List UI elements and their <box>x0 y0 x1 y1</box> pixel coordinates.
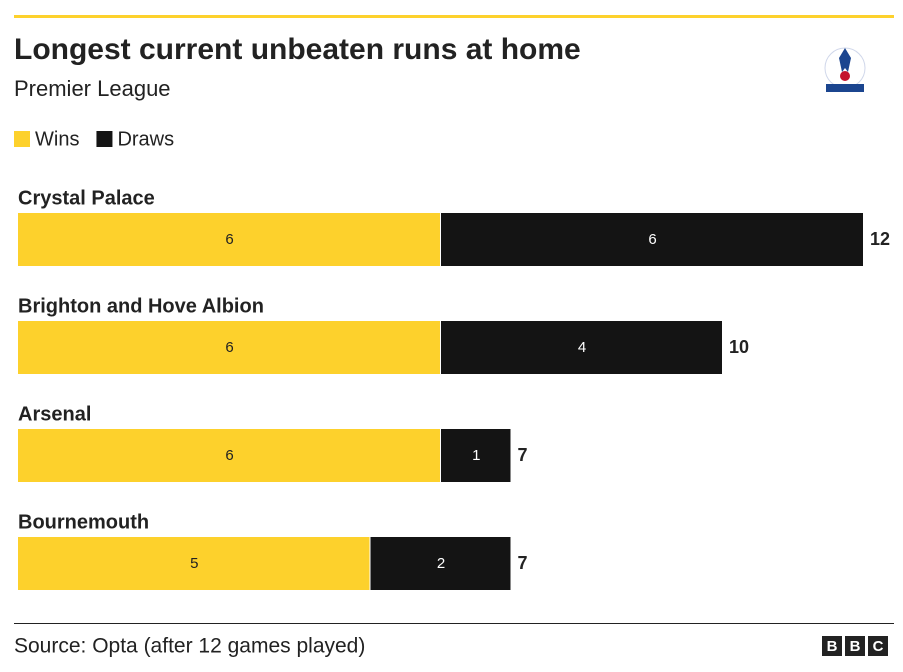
brand-letter: B <box>827 638 838 655</box>
bar-segment <box>18 429 440 482</box>
segment-label: 6 <box>648 231 656 248</box>
segment-label: 6 <box>225 339 233 356</box>
top-rule <box>14 15 894 18</box>
bar-segment <box>18 321 440 374</box>
brand-box <box>845 636 865 656</box>
brand-letter: B <box>850 638 861 655</box>
category-label: Brighton and Hove Albion <box>18 295 264 317</box>
bottom-rule <box>14 623 894 624</box>
source: Source: Opta (after 12 games played) <box>14 635 365 658</box>
brand-box <box>868 636 888 656</box>
legend-swatch <box>14 131 30 147</box>
chart-subtitle: Premier League <box>14 76 171 101</box>
bar-segment <box>18 213 440 266</box>
segment-label: 6 <box>225 447 233 464</box>
category-label: Bournemouth <box>18 511 149 533</box>
total-label: 12 <box>870 229 890 249</box>
total-label: 7 <box>518 553 528 573</box>
category-label: Crystal Palace <box>18 187 155 209</box>
segment-label: 6 <box>225 231 233 248</box>
legend-label: Wins <box>35 128 79 150</box>
total-label: 7 <box>518 445 528 465</box>
legend-swatch <box>96 131 113 147</box>
segment-label: 1 <box>472 447 480 464</box>
category-label: Arsenal <box>18 403 91 425</box>
segment-label: 4 <box>578 339 586 356</box>
bar-segment <box>441 429 511 482</box>
segment-label: 5 <box>190 555 198 572</box>
bar-segment <box>370 537 511 590</box>
total-label: 10 <box>729 337 749 357</box>
bar-segment <box>441 321 722 374</box>
segment-label: 2 <box>437 555 445 572</box>
chart-title: Longest current unbeaten runs at home <box>14 33 581 66</box>
bar-segment <box>18 537 370 590</box>
bar-segment <box>441 213 863 266</box>
crest <box>824 47 866 92</box>
legend-label: Draws <box>117 128 174 150</box>
brand-box <box>822 636 842 656</box>
brand-letter: C <box>873 638 884 655</box>
